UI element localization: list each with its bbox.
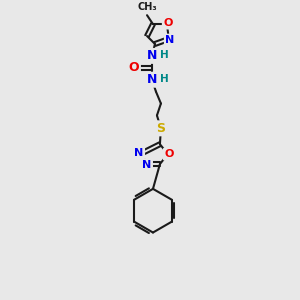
Text: H: H bbox=[160, 74, 169, 84]
Text: O: O bbox=[129, 61, 140, 74]
Text: N: N bbox=[142, 160, 152, 170]
Text: N: N bbox=[147, 73, 157, 86]
Text: O: O bbox=[163, 18, 172, 28]
Text: S: S bbox=[156, 122, 165, 135]
Text: N: N bbox=[134, 148, 144, 158]
Text: O: O bbox=[164, 149, 173, 159]
Text: H: H bbox=[160, 50, 169, 60]
Text: CH₃: CH₃ bbox=[137, 2, 157, 12]
Text: N: N bbox=[147, 50, 157, 62]
Text: N: N bbox=[165, 35, 175, 45]
